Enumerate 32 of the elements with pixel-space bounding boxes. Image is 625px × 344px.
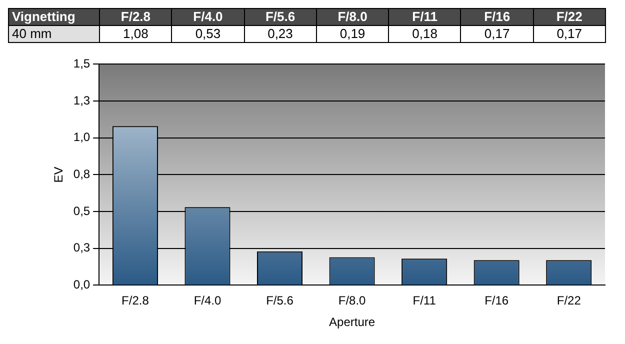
x-tick-label: F/4.0 <box>194 294 222 308</box>
category-label: F/22 <box>556 9 582 24</box>
y-tick-label: 1,5 <box>73 56 90 71</box>
data-label: 1,08 <box>99 25 172 43</box>
y-axis-title: EV <box>52 166 66 183</box>
y-tick-label: 0,0 <box>73 278 90 292</box>
text: 40 mm <box>8 25 100 43</box>
x-axis-title: Aperture <box>329 315 376 330</box>
category-label: F/11 <box>412 9 438 24</box>
data-label: 0,18 <box>388 25 462 43</box>
data-label: 0,17 <box>460 25 534 43</box>
x-tick-label: F/11 <box>412 294 436 308</box>
category-label: F/5.6 <box>265 9 296 24</box>
category-label: F/4.0 <box>193 9 223 24</box>
data-label: 0,19 <box>316 25 390 43</box>
category-label: F/16 <box>484 9 510 24</box>
data-label: 0,17 <box>532 25 606 43</box>
y-tick-label: 1,3 <box>73 93 90 108</box>
y-tick-label: 0,3 <box>73 240 90 255</box>
chart-title: Vignetting <box>8 8 100 26</box>
x-tick-label: F/8.0 <box>338 294 366 308</box>
y-tick-label: 1,0 <box>73 130 90 144</box>
data-label: 0,53 <box>171 25 245 43</box>
category-label: F/2.8 <box>120 9 151 24</box>
x-tick-label: F/16 <box>484 294 509 308</box>
x-tick-label: F/2.8 <box>122 294 150 308</box>
category-label: F/8.0 <box>338 9 368 24</box>
data-label: 0,23 <box>244 25 317 43</box>
x-tick-label: F/22 <box>556 294 582 308</box>
y-tick-label: 0,8 <box>73 167 90 182</box>
y-tick-label: 0,5 <box>73 204 90 218</box>
x-tick-label: F/5.6 <box>266 294 294 308</box>
